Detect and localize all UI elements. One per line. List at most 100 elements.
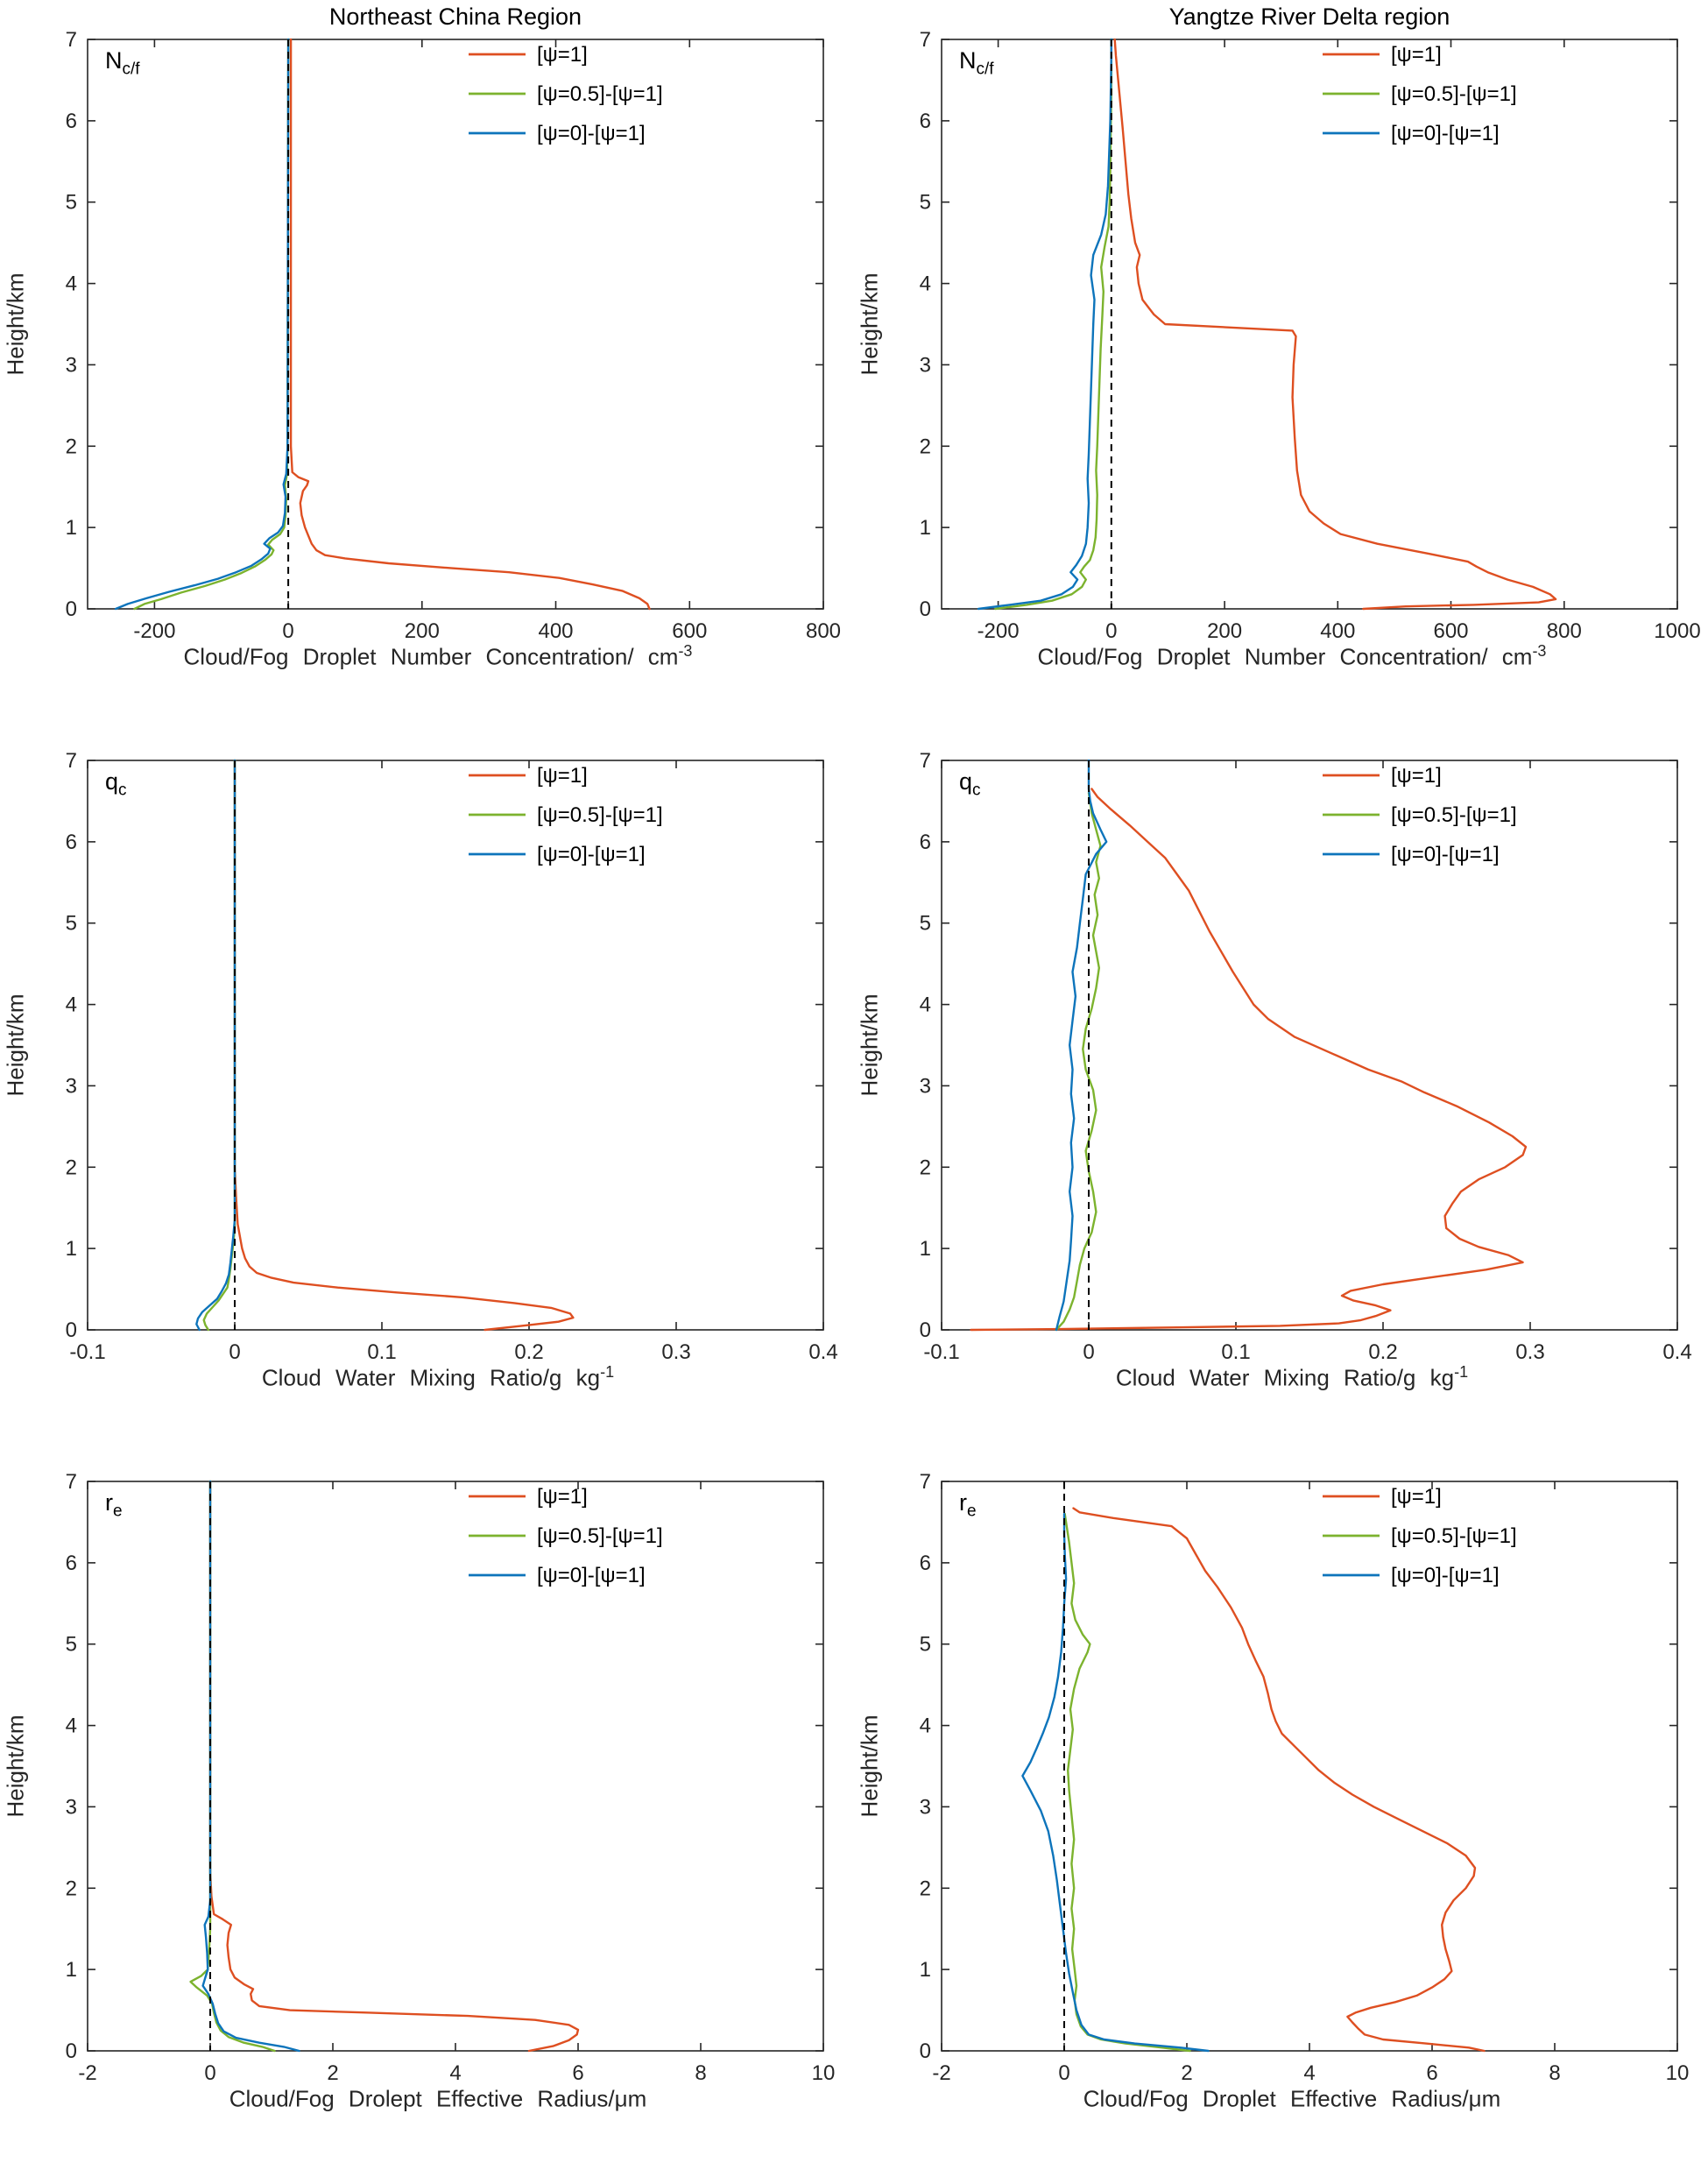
legend-label: [ψ=0]-[ψ=1] <box>537 843 646 866</box>
panel-symbol: Nc/f <box>105 47 140 79</box>
x-tick-label: 0.3 <box>661 1340 690 1364</box>
x-axis-label-sup: -3 <box>678 642 693 660</box>
legend-label: [ψ=0.5]-[ψ=1] <box>537 82 663 106</box>
y-axis-label: Height/km <box>856 993 883 1097</box>
y-axis-label: Height/km <box>856 1714 883 1818</box>
legend-label: [ψ=0.5]-[ψ=1] <box>1391 803 1517 827</box>
panel-ncf-northeast: -200 0 200 400 600 800 0 1 2 3 4 5 6 7 [ψ=1] [ψ=0.5]-[ψ… <box>0 0 854 721</box>
series-psi0-minus-psi1 <box>977 38 1112 611</box>
axes-box <box>941 760 1678 1331</box>
series-psi1 <box>970 788 1528 1332</box>
x-tick-label: -0.1 <box>923 1340 959 1364</box>
x-tick-label: 0.2 <box>514 1340 543 1364</box>
series-psi0-minus-psi1 <box>1021 1512 1210 2053</box>
panel-symbol: Nc/f <box>959 47 994 79</box>
y-tick-label: 1 <box>66 1958 77 1982</box>
y-tick-label: 2 <box>920 1877 931 1900</box>
series-psi1 <box>289 38 651 611</box>
panel-symbol-sub: c/f <box>976 60 994 79</box>
y-tick-label: 5 <box>66 1633 77 1657</box>
plot-area-ncf-northeast: -200 0 200 400 600 800 0 1 2 3 4 5 6 7 [ψ=1] [ψ=0.5]-[ψ… <box>66 28 841 643</box>
legend-label: [ψ=0.5]-[ψ=1] <box>1391 82 1517 106</box>
x-axis-label: Cloud Water Mixing Ratio/g kg-1 <box>53 1363 823 1392</box>
y-tick-label: 2 <box>66 1156 77 1179</box>
x-tick-label: 0 <box>204 2061 215 2085</box>
panel-qc-northeast: -0.1 0 0.1 0.2 0.3 0.4 0 1 2 3 4 5 6 7 [ψ=1] [ψ=0.5]-[ψ… <box>0 721 854 1442</box>
series-psi05-minus-psi1 <box>1063 1512 1191 2053</box>
x-axis-label: Cloud/Fog Droplet Number Concentration/ … <box>53 642 823 671</box>
x-tick-label: 0 <box>229 1340 240 1364</box>
y-tick-label: 7 <box>66 749 77 773</box>
series-psi1 <box>1072 1507 1486 2053</box>
y-tick-label: 5 <box>66 191 77 215</box>
y-tick-label: 1 <box>920 1958 931 1982</box>
panel-ncf-yangtze: -200 0 200 400 600 800 1000 0 1 2 3 4 5 6 7 [ψ=1] [ψ=0.5… <box>854 0 1708 721</box>
panel-qc-yangtze: -0.1 0 0.1 0.2 0.3 0.4 0 1 2 3 4 5 6 7 [ψ=1] [ψ=0.5]-[ψ… <box>854 721 1708 1442</box>
y-axis-label: Height/km <box>2 993 29 1097</box>
y-tick-label: 5 <box>66 912 77 936</box>
series-psi05-minus-psi1 <box>189 1480 276 2053</box>
x-tick-label: 800 <box>806 619 841 643</box>
x-tick-label: 2 <box>1181 2061 1192 2085</box>
x-tick-label: 400 <box>1320 619 1355 643</box>
y-tick-label: 0 <box>920 1318 931 1342</box>
x-tick-label: 0 <box>1058 2061 1069 2085</box>
panel-symbol: re <box>105 1489 123 1521</box>
y-tick-label: 1 <box>920 1237 931 1261</box>
x-axis-label: Cloud/Fog Droplet Number Concentration/ … <box>907 642 1677 671</box>
y-tick-label: 7 <box>920 28 931 52</box>
y-tick-label: 6 <box>66 1552 77 1575</box>
legend-label: [ψ=1] <box>537 43 588 67</box>
x-tick-label: 8 <box>695 2061 706 2085</box>
x-axis-label-sup: -1 <box>1454 1363 1469 1381</box>
panel-symbol-main: N <box>105 47 123 74</box>
y-tick-label: 6 <box>920 1552 931 1575</box>
y-tick-label: 3 <box>66 353 77 377</box>
x-axis-label: Cloud/Fog Droplet Effective Radius/μm <box>907 2084 1677 2113</box>
y-tick-label: 6 <box>920 831 931 854</box>
x-tick-label: 200 <box>1207 619 1242 643</box>
panel-symbol-sub: c <box>118 781 127 800</box>
y-tick-label: 4 <box>920 993 931 1017</box>
x-axis-label-sup: -3 <box>1532 642 1547 660</box>
legend-label: [ψ=1] <box>537 1485 588 1509</box>
series-psi1 <box>233 759 575 1332</box>
x-axis-label-text: Cloud/Fog Drolept Effective Radius/μm <box>229 2085 647 2112</box>
y-tick-label: 7 <box>920 1470 931 1494</box>
series-psi1 <box>208 1480 580 2053</box>
panel-title: Northeast China Region <box>328 4 582 30</box>
y-tick-label: 5 <box>920 191 931 215</box>
panel-symbol-sub: c/f <box>122 60 140 79</box>
y-tick-label: 0 <box>66 2039 77 2063</box>
y-tick-label: 4 <box>66 272 77 296</box>
y-tick-label: 7 <box>920 749 931 773</box>
legend-label: [ψ=0]-[ψ=1] <box>1391 122 1500 145</box>
panel-symbol-main: q <box>959 768 973 795</box>
x-axis-label-text: Cloud/Fog Droplet Number Concentration/ … <box>183 643 679 670</box>
x-tick-label: 6 <box>572 2061 583 2085</box>
x-axis-label: Cloud Water Mixing Ratio/g kg-1 <box>907 1363 1677 1392</box>
series-psi0-minus-psi1 <box>114 38 290 611</box>
y-tick-label: 2 <box>66 435 77 458</box>
panel-re-yangtze: -2 0 2 4 6 8 10 0 1 2 3 4 5 6 7 [ψ=1] [ψ=0.5]-[ψ=1] [ψ=0]… <box>854 1442 1708 2163</box>
axes-box <box>87 1481 824 2052</box>
x-tick-label: 0.4 <box>808 1340 837 1364</box>
x-tick-label: 600 <box>1433 619 1468 643</box>
y-tick-label: 0 <box>66 597 77 621</box>
series-psi0-minus-psi1 <box>201 1480 300 2053</box>
plot-area-ncf-yangtze: -200 0 200 400 600 800 1000 0 1 2 3 4 5 6 7 [ψ=1] [ψ=0.5… <box>920 28 1701 643</box>
y-tick-label: 1 <box>920 516 931 540</box>
x-axis-label-text: Cloud Water Mixing Ratio/g kg <box>261 1364 601 1391</box>
panel-re-northeast: -2 0 2 4 6 8 10 0 1 2 3 4 5 6 7 [ψ=1] [ψ=0.5]-[ψ=1] [ψ=0]… <box>0 1442 854 2163</box>
panel-symbol-sub: c <box>972 781 981 800</box>
y-tick-label: 2 <box>920 435 931 458</box>
x-tick-label: 0.1 <box>1221 1340 1250 1364</box>
axes-box <box>87 39 824 610</box>
legend-label: [ψ=0.5]-[ψ=1] <box>537 1524 663 1548</box>
panel-symbol-sub: e <box>113 1502 123 1521</box>
y-tick-label: 3 <box>920 1795 931 1819</box>
y-tick-label: 7 <box>66 28 77 52</box>
panel-symbol-sub: e <box>967 1502 977 1521</box>
plot-area-qc-yangtze: -0.1 0 0.1 0.2 0.3 0.401234567[ψ=1][ψ=0.5]-[ψ… <box>920 749 1692 1364</box>
